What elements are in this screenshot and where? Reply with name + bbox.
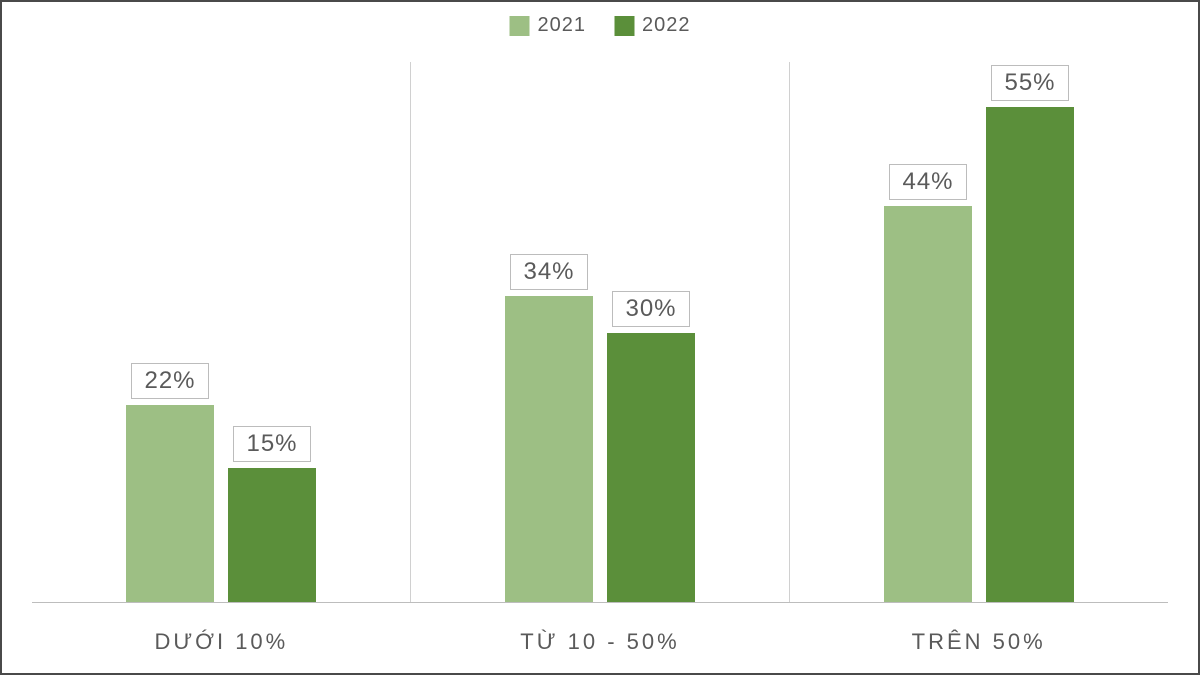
- legend-swatch-2022: [614, 16, 634, 36]
- legend: 2021 2022: [510, 14, 691, 37]
- bar-groups: 22% 15% 34% 30% 44% 55%: [32, 62, 1168, 603]
- value-label: 55%: [991, 65, 1068, 101]
- legend-label-2021: 2021: [538, 14, 587, 37]
- legend-item-2022: 2022: [614, 14, 691, 37]
- value-label: 22%: [131, 363, 208, 399]
- plot-area: 22% 15% 34% 30% 44% 55%: [32, 62, 1168, 603]
- value-label: 30%: [612, 291, 689, 327]
- legend-label-2022: 2022: [642, 14, 691, 37]
- bar-2022-duoi10: 15%: [228, 62, 316, 603]
- x-label-tu1050: TỪ 10 - 50%: [411, 629, 790, 655]
- group-duoi-10: 22% 15%: [32, 62, 410, 603]
- x-label-duoi10: DƯỚI 10%: [32, 629, 411, 655]
- value-label: 15%: [233, 426, 310, 462]
- group-tu-10-50: 34% 30%: [410, 62, 789, 603]
- bar-2022-tu1050: 30%: [607, 62, 695, 603]
- value-label: 34%: [510, 254, 587, 290]
- legend-item-2021: 2021: [510, 14, 587, 37]
- bar-2021-duoi10: 22%: [126, 62, 214, 603]
- group-tren-50: 44% 55%: [789, 62, 1168, 603]
- x-axis-labels: DƯỚI 10% TỪ 10 - 50% TRÊN 50%: [32, 629, 1168, 655]
- legend-swatch-2021: [510, 16, 530, 36]
- value-label: 44%: [889, 164, 966, 200]
- bar: [228, 468, 316, 603]
- bar: [505, 296, 593, 603]
- bar-2021-tu1050: 34%: [505, 62, 593, 603]
- bar: [607, 333, 695, 604]
- bar-2021-tren50: 44%: [884, 62, 972, 603]
- bar: [126, 405, 214, 603]
- x-axis-line: [32, 602, 1168, 603]
- bar-2022-tren50: 55%: [986, 62, 1074, 603]
- bar: [986, 107, 1074, 603]
- bar: [884, 206, 972, 603]
- x-label-tren50: TRÊN 50%: [789, 629, 1168, 655]
